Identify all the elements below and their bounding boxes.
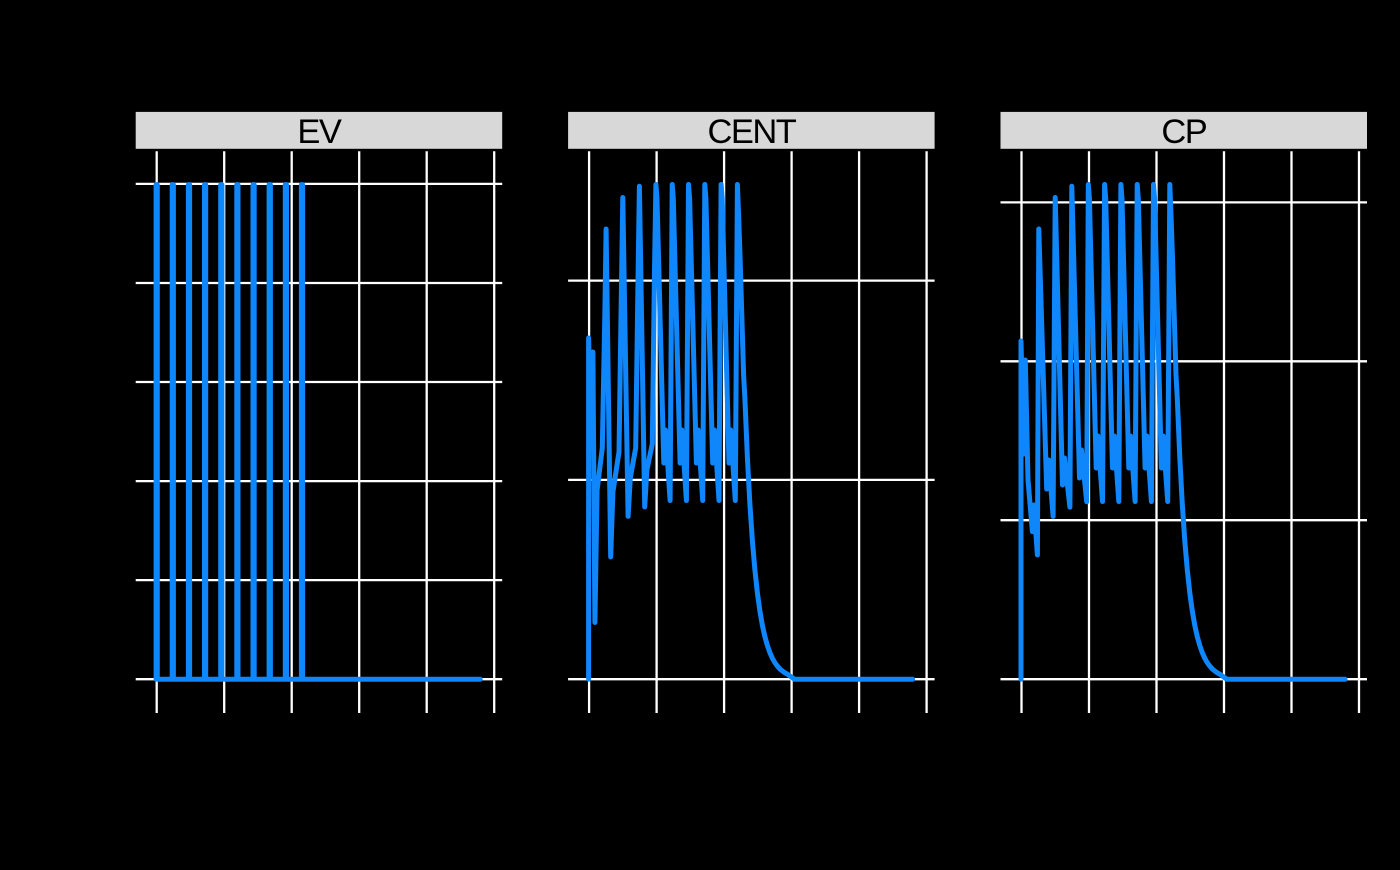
svg-text:CP: CP [1161, 113, 1206, 151]
svg-text:CENT: CENT [707, 113, 796, 151]
svg-text:EV: EV [297, 113, 342, 151]
